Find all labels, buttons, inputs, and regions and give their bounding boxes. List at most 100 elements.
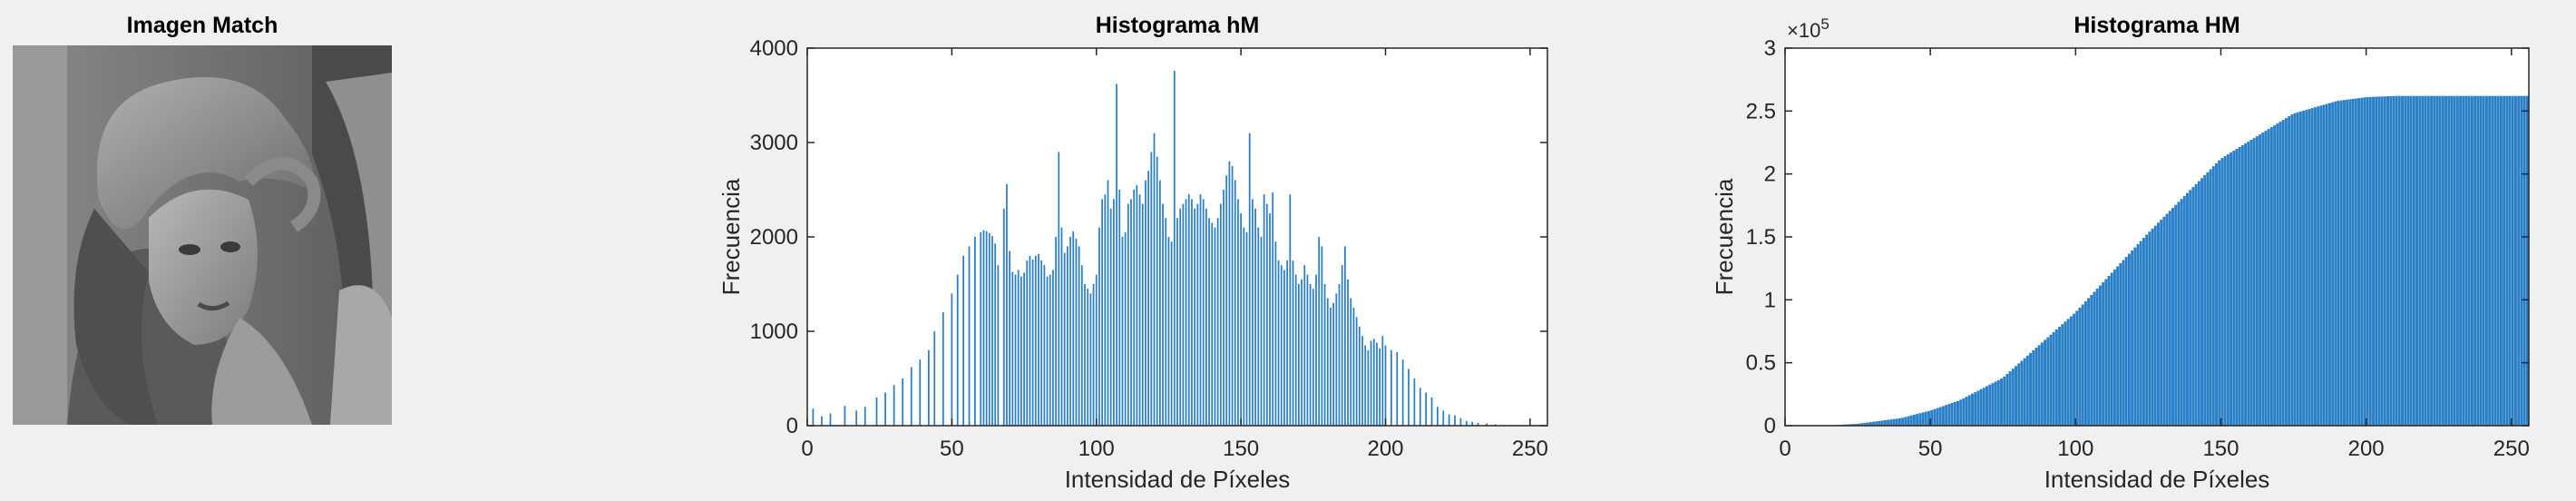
histogram-bar — [1011, 271, 1014, 426]
cumulative-bar — [1858, 423, 1861, 426]
histogram-bar — [1185, 199, 1187, 426]
cumulative-bar — [2235, 149, 2239, 427]
cumulative-bar — [2426, 95, 2430, 427]
histogram-bar — [1141, 203, 1144, 426]
y-tick-label: 2.5 — [1746, 99, 1776, 123]
histogram-bar — [1332, 302, 1335, 426]
histogram-bar — [1023, 272, 1025, 426]
histogram-bar — [1376, 342, 1378, 426]
cumulative-bar — [2372, 96, 2375, 426]
histogram-bar — [1442, 410, 1445, 426]
histogram-bar — [1335, 293, 1338, 426]
cumulative-bar — [2337, 101, 2340, 427]
y-tick-label: 1.5 — [1746, 225, 1776, 250]
cumulative-bar — [2281, 120, 2285, 426]
histogram-bar — [1231, 166, 1234, 426]
cumulative-bar — [2267, 129, 2270, 426]
cumulative-bar — [1930, 409, 1934, 426]
histogram-bar — [1158, 180, 1161, 426]
histogram-bar — [1069, 237, 1071, 426]
histogram-bar — [1182, 203, 1185, 426]
histogram-bar — [1063, 252, 1066, 426]
cumulative-bar — [2087, 298, 2091, 426]
cumulative-bar — [2331, 102, 2335, 427]
histogram-bar — [994, 243, 997, 426]
cumulative-bar — [2034, 348, 2038, 426]
histogram-bar — [1084, 284, 1086, 426]
cumulative-bar — [2124, 257, 2128, 426]
cumulative-bar — [2083, 300, 2087, 426]
histogram-bar — [1223, 190, 1225, 426]
cumulative-bar — [1904, 417, 1908, 426]
cumulative-bar — [2017, 363, 2021, 426]
cumulative-bar — [1971, 393, 1974, 426]
histogram-bar — [1341, 265, 1343, 426]
histogram-bar — [997, 265, 1000, 426]
cumulative-bar — [2288, 116, 2291, 426]
cumulative-bar — [2110, 272, 2113, 426]
histogram-bar — [1116, 84, 1117, 427]
histogram-bar — [1372, 339, 1375, 426]
histogram-bar — [1049, 274, 1051, 426]
cumulative-bar — [1947, 404, 1951, 426]
histogram-bar — [1101, 199, 1104, 426]
cumulative-bar — [2380, 96, 2384, 427]
cumulative-bar — [2020, 360, 2024, 426]
histogram-bar — [1034, 255, 1037, 426]
histogram-bar — [829, 413, 832, 426]
histogram-bar — [1494, 424, 1497, 426]
cumulative-bar — [2433, 95, 2436, 427]
cumulative-bar — [2375, 96, 2378, 426]
cumulative-bar — [2133, 247, 2137, 426]
cumulative-bar — [1872, 421, 1876, 426]
histogram-bar — [1390, 349, 1392, 426]
histogram-bar — [1260, 237, 1263, 426]
cumulative-bar — [2069, 316, 2073, 426]
y-exponent-label: ×105 — [1787, 15, 1830, 42]
histogram-bar — [1205, 208, 1207, 426]
histogram-bar — [1031, 259, 1034, 426]
x-tick-label: 200 — [1367, 437, 1403, 461]
cumulative-bar — [2392, 95, 2395, 426]
histogram-bar — [1303, 265, 1306, 426]
cumulative-bar — [2479, 95, 2483, 427]
histogram-bar — [968, 246, 971, 426]
cumulative-bar — [2357, 98, 2360, 427]
cumulative-bar — [2032, 350, 2035, 426]
cumulative-bar — [2238, 147, 2241, 426]
cumulative-bar — [2453, 95, 2456, 427]
histogram-bar — [855, 410, 858, 426]
histogram-bar — [1272, 192, 1274, 426]
histogram-bar — [1187, 194, 1190, 426]
histogram-bar — [973, 237, 976, 426]
histogram-bar — [1162, 203, 1164, 426]
cumulative-bar — [2261, 133, 2265, 426]
cumulative-bar — [2122, 260, 2125, 426]
histogram-bar — [1087, 289, 1089, 426]
y-tick-label: 4000 — [750, 36, 798, 61]
cumulative-bar — [2305, 109, 2308, 427]
cumulative-bar — [1982, 388, 1986, 426]
histogram-cumulative-title: Histograma HM — [2073, 13, 2240, 38]
cumulative-bar — [2145, 234, 2149, 426]
cumulative-bar — [2061, 324, 2064, 426]
cumulative-bar — [2343, 100, 2346, 426]
cumulative-bar — [2441, 95, 2444, 427]
histogram-bar — [1326, 298, 1329, 426]
histogram-bar — [1265, 203, 1268, 426]
cumulative-bar — [1924, 411, 1927, 426]
cumulative-bar — [2409, 95, 2413, 427]
histogram-bar — [1477, 422, 1479, 426]
y-tick-label: 0 — [1764, 414, 1776, 438]
cumulative-bar — [2054, 329, 2058, 426]
cumulative-bar — [2401, 95, 2405, 427]
cumulative-bar — [1887, 419, 1890, 426]
histogram-bar — [1381, 336, 1384, 426]
cumulative-bar — [2127, 253, 2131, 426]
cumulative-bar — [1889, 419, 1893, 426]
x-axis-label: Intensidad de Píxeles — [2044, 466, 2270, 493]
histogram-bar — [1228, 161, 1231, 427]
histogram-bar — [1277, 260, 1280, 426]
